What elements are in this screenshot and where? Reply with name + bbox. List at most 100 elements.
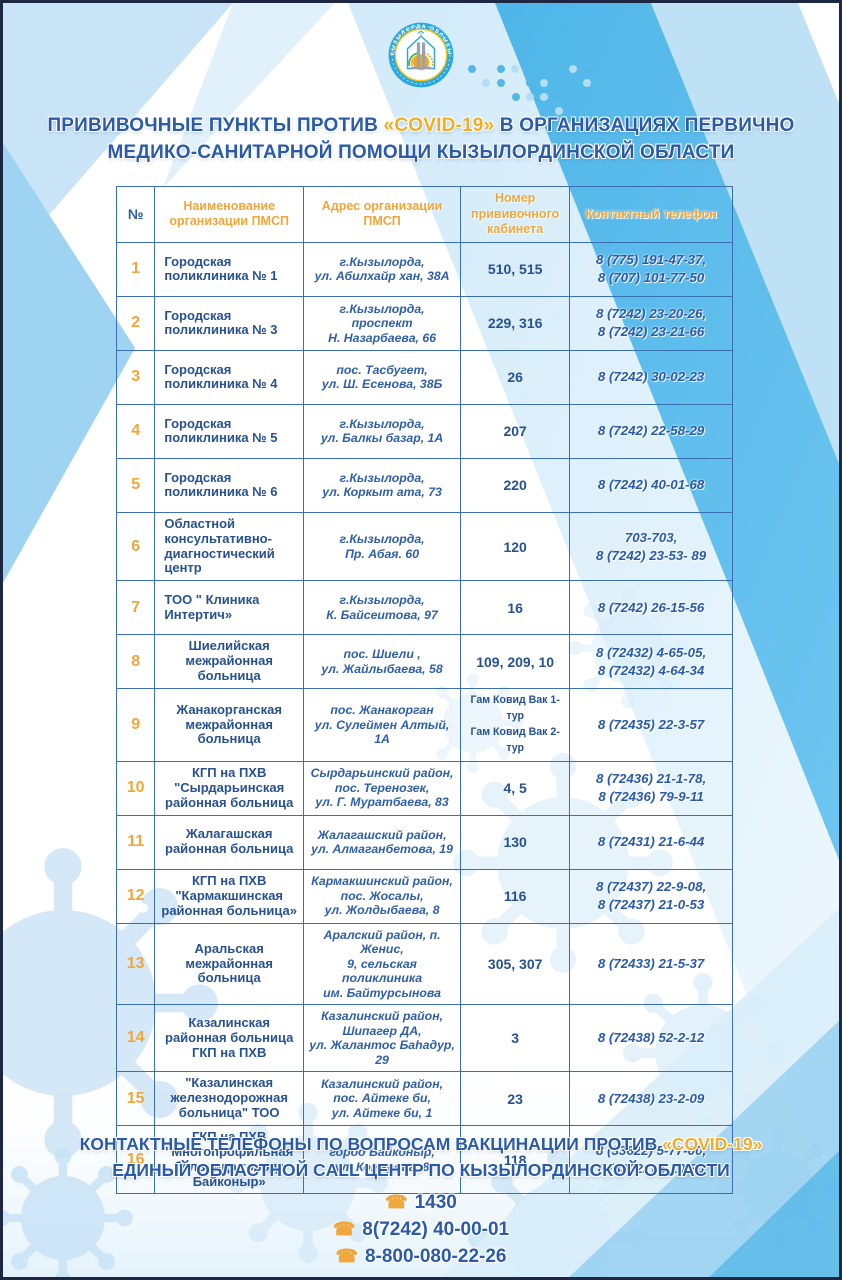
footer-covid-accent: «COVID-19» — [662, 1134, 763, 1154]
header-organization: Наименование организации ПМСП — [154, 186, 304, 243]
organization-name: Городская поликлиника № 3 — [154, 295, 304, 351]
organization-name: Жалагашская районная больница — [154, 814, 304, 870]
cabinet-number: 3 — [460, 1004, 571, 1073]
kyzylorda-region-emblem: ҚЫЗЫЛОРДА ОБЛЫСЫ — [388, 22, 454, 88]
organization-address: город Байконыр, ул. Комарова, 8 — [302, 1125, 462, 1195]
table-row: 7 ТОО " Клиника Интертич» г.Кызылорда, К… — [115, 580, 733, 636]
header-cabinet: Номер прививочного кабинета — [460, 186, 571, 243]
contact-phone: 8 (7242) 22-58-29 — [569, 403, 733, 459]
contact-phone: 8 (72436) 21-1-78, 8 (72436) 79-9-11 — [569, 760, 733, 816]
footer-line-1: КОНТАКТНЫЕ ТЕЛЕФОНЫ ПО ВОПРОСАМ ВАКЦИНАЦ… — [79, 1134, 763, 1154]
organization-address: пос. Жанакорган ул. Сулеймен Алтый, 1А — [302, 688, 462, 762]
organization-name: Областной консультативно- диагностически… — [154, 511, 304, 582]
cabinet-number: 109, 209, 10 — [460, 634, 571, 690]
cabinet-number: 220 — [460, 457, 571, 513]
row-number: 2 — [115, 295, 156, 351]
phone-row: ☎ 8(7242) 40-00-01 — [3, 1216, 839, 1243]
organization-address: пос. Шиели , ул. Жайлыбаева, 58 — [302, 634, 462, 690]
call-center-phones: ☎ 1430 ☎ 8(7242) 40-00-01 ☎ 8-800-080-22-26 — [3, 1189, 839, 1270]
contact-phone: 8 (72438) 23-2-09 — [569, 1071, 733, 1127]
organization-address: Казалинский район, пос. Айтеке би, ул. А… — [302, 1071, 462, 1127]
header-number: № — [115, 186, 156, 243]
cabinet-number: 207 — [460, 403, 571, 459]
cabinet-number: 510, 515 — [460, 241, 571, 297]
organization-address: г.Кызылорда, ул. Балкы базар, 1А — [302, 403, 462, 459]
row-number: 1 — [115, 241, 156, 297]
contact-phone: 8 (72438) 52-2-12 — [569, 1004, 733, 1073]
table-row: 5 Городская поликлиника № 6 г.Кызылорда,… — [115, 457, 733, 513]
phone-row: ☎ 1430 — [3, 1189, 839, 1216]
vaccination-points-table: № Наименование организации ПМСП Адрес ор… — [115, 186, 733, 1195]
row-number: 6 — [115, 511, 156, 582]
organization-address: г.Кызылорда, ул. Коркыт ата, 73 — [302, 457, 462, 513]
title-covid-accent: «COVID-19» — [383, 115, 495, 136]
cabinet-number: 118 — [460, 1125, 571, 1195]
row-number: 11 — [115, 814, 156, 870]
phone-number: 8(7242) 40-00-01 — [362, 1219, 510, 1240]
organization-address: г.Кызылорда, проспект Н. Назарбаева, 66 — [302, 295, 462, 351]
organization-address: Казалинский район, Шипагер ДА, ул. Жалан… — [302, 1004, 462, 1073]
organization-name: ТОО " Клиника Интертич» — [154, 580, 304, 636]
row-number: 7 — [115, 580, 156, 636]
phone-number: 1430 — [414, 1192, 457, 1213]
organization-address: г.Кызылорда, К. Байсеитова, 97 — [302, 580, 462, 636]
organization-name: Шиелийская межрайонная больница — [154, 634, 304, 690]
table-row: 8 Шиелийская межрайонная больница пос. Ш… — [115, 634, 733, 690]
row-number: 9 — [115, 688, 156, 762]
row-number: 8 — [115, 634, 156, 690]
header-phone: Контактный телефон — [569, 186, 733, 243]
organization-address: Сырдарьинский район, пос. Теренозек, ул.… — [302, 760, 462, 816]
table-row: 14 Казалинская районная больница ГКП на … — [115, 1004, 733, 1073]
title-line-1: ПРИВИВОЧНЫЕ ПУНКТЫ ПРОТИВ «COVID-19» В О… — [47, 115, 795, 136]
footer-line-2: ЕДИНЫЙ ОБЛАСТНОЙ CALL ЦЕНТР ПО КЫЗЫЛОРДИ… — [112, 1160, 730, 1181]
cabinet-number: 4, 5 — [460, 760, 571, 816]
contact-phone: 703-703, 8 (7242) 23-53- 89 — [569, 511, 733, 582]
organization-name: Городская поликлиника № 1 — [154, 241, 304, 297]
cabinet-number: 120 — [460, 511, 571, 582]
row-number: 15 — [115, 1071, 156, 1127]
table-row: 15 "Казалинская железнодорожная больница… — [115, 1071, 733, 1127]
organization-name: Жанакорганская межрайонная больница — [154, 688, 304, 762]
organization-address: Жалагашский район, ул. Алмаганбетова, 19 — [302, 814, 462, 870]
phone-row: ☎ 8-800-080-22-26 — [3, 1243, 839, 1270]
page-title: ПРИВИВОЧНЫЕ ПУНКТЫ ПРОТИВ «COVID-19» В О… — [3, 113, 839, 166]
row-number: 16 — [115, 1125, 156, 1195]
table-row: 11 Жалагашская районная больница Жалагаш… — [115, 814, 733, 870]
telephone-icon: ☎ — [335, 1246, 358, 1266]
table-row: 3 Городская поликлиника № 4 пос. Тасбуге… — [115, 349, 733, 405]
cabinet-number: 130 — [460, 814, 571, 870]
header-address: Адрес организации ПМСП — [302, 186, 462, 243]
contact-phone: 8 (72431) 21-6-44 — [569, 814, 733, 870]
organization-name: Казалинская районная больница ГКП на ПХВ — [154, 1004, 304, 1073]
organization-name: КГП на ПХВ "Кармакшинская районная больн… — [154, 868, 304, 924]
organization-address: г.Кызылорда, ул. Абилхайр хан, 38А — [302, 241, 462, 297]
row-number: 4 — [115, 403, 156, 459]
phone-number: 8-800-080-22-26 — [364, 1246, 507, 1267]
organization-address: Кармакшинский район, пос. Жосалы, ул. Жо… — [302, 868, 462, 924]
telephone-icon: ☎ — [332, 1219, 356, 1239]
cabinet-number: 229, 316 — [460, 295, 571, 351]
contact-phone: 8 (72437) 22-9-08, 8 (72437) 21-0-53 — [569, 868, 733, 924]
contact-phone: 8 (33622) 5-77-00, 8 (33622) 5-10-30 — [569, 1125, 733, 1195]
cabinet-number: 26 — [460, 349, 571, 405]
telephone-icon: ☎ — [385, 1192, 408, 1212]
organization-name: Городская поликлиника № 4 — [154, 349, 304, 405]
contact-phone: 8 (775) 191-47-37, 8 (707) 101-77-50 — [569, 241, 733, 297]
table-row: 16 ГКП на ПХВ "Многопрофильная больница … — [115, 1125, 733, 1195]
contact-phone: 8 (72432) 4-65-05, 8 (72432) 4-64-34 — [569, 634, 733, 690]
contact-phone: 8 (7242) 30-02-23 — [569, 349, 733, 405]
table-header-row: № Наименование организации ПМСП Адрес ор… — [115, 186, 733, 243]
organization-name: Городская поликлиника № 6 — [154, 457, 304, 513]
cabinet-number: Гам Ковид Вак 1- тур Гам Ковид Вак 2- ту… — [460, 688, 571, 762]
cabinet-number: 23 — [460, 1071, 571, 1127]
footer-heading: КОНТАКТНЫЕ ТЕЛЕФОНЫ ПО ВОПРОСАМ ВАКЦИНАЦ… — [3, 1131, 839, 1184]
table-row: 13 Аральская межрайонная больница Аралск… — [115, 922, 733, 1006]
organization-name: КГП на ПХВ "Сырдарьинская районная больн… — [154, 760, 304, 816]
organization-name: ГКП на ПХВ "Многопрофильная больница гор… — [154, 1125, 304, 1195]
row-number: 5 — [115, 457, 156, 513]
organization-address: г.Кызылорда, Пр. Абая. 60 — [302, 511, 462, 582]
contact-phone: 8 (72433) 21-5-37 — [569, 922, 733, 1006]
table-row: 6 Областной консультативно- диагностичес… — [115, 511, 733, 582]
contact-phone: 8 (7242) 26-15-56 — [569, 580, 733, 636]
